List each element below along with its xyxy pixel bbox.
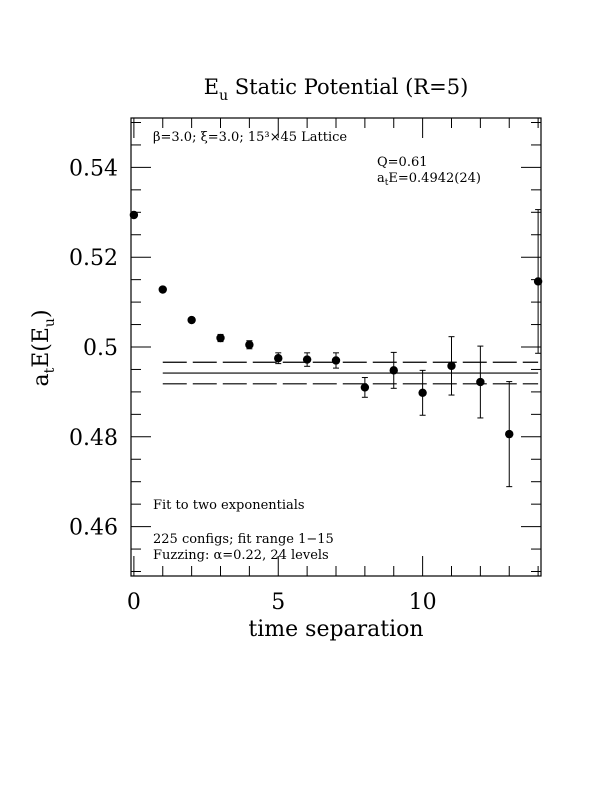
configs-annotation: 225 configs; fit range 1−15 [153, 532, 334, 547]
data-point [187, 315, 196, 325]
y-tick-label: 0.52 [69, 246, 118, 271]
x-tick-label: 5 [271, 590, 285, 615]
x-tick-label: 0 [127, 590, 141, 615]
data-point [158, 285, 167, 294]
data-points [129, 209, 543, 488]
data-point [389, 366, 398, 375]
y-tick-label: 0.46 [69, 516, 118, 541]
data-point [533, 277, 543, 286]
y-tick-label: 0.5 [83, 336, 118, 361]
data-point [418, 388, 427, 397]
data-point [216, 333, 225, 343]
y-axis-label: atE(Eu) [29, 309, 58, 386]
data-point [360, 383, 370, 392]
tick-labels: 0.46 0.48 0.5 0.52 0.54 0 5 10 [69, 156, 437, 615]
y-tick-label: 0.54 [69, 156, 118, 181]
fit-lines [162, 361, 539, 385]
lattice-annotation: β=3.0; ξ=3.0; 15³×45 Lattice [153, 130, 347, 145]
fit-type-annotation: Fit to two exponentials [153, 498, 305, 513]
data-point [447, 361, 456, 371]
data-point [476, 377, 485, 387]
data-point [274, 354, 283, 363]
fuzzing-annotation: Fuzzing: α=0.22, 24 levels [153, 548, 329, 563]
x-axis-label: time separation [248, 617, 423, 642]
x-tick-label: 10 [409, 590, 437, 615]
y-tick-label: 0.48 [69, 426, 118, 451]
ate-annotation: atE=0.4942(24) [377, 171, 481, 188]
data-point [302, 355, 312, 364]
data-point [505, 429, 514, 439]
data-point [331, 356, 341, 365]
data-point [129, 210, 139, 220]
chart-title: Eu Static Potential (R=5) [204, 75, 469, 104]
q-annotation: Q=0.61 [377, 155, 428, 170]
data-point [245, 340, 254, 349]
axis-ticks [131, 118, 541, 576]
